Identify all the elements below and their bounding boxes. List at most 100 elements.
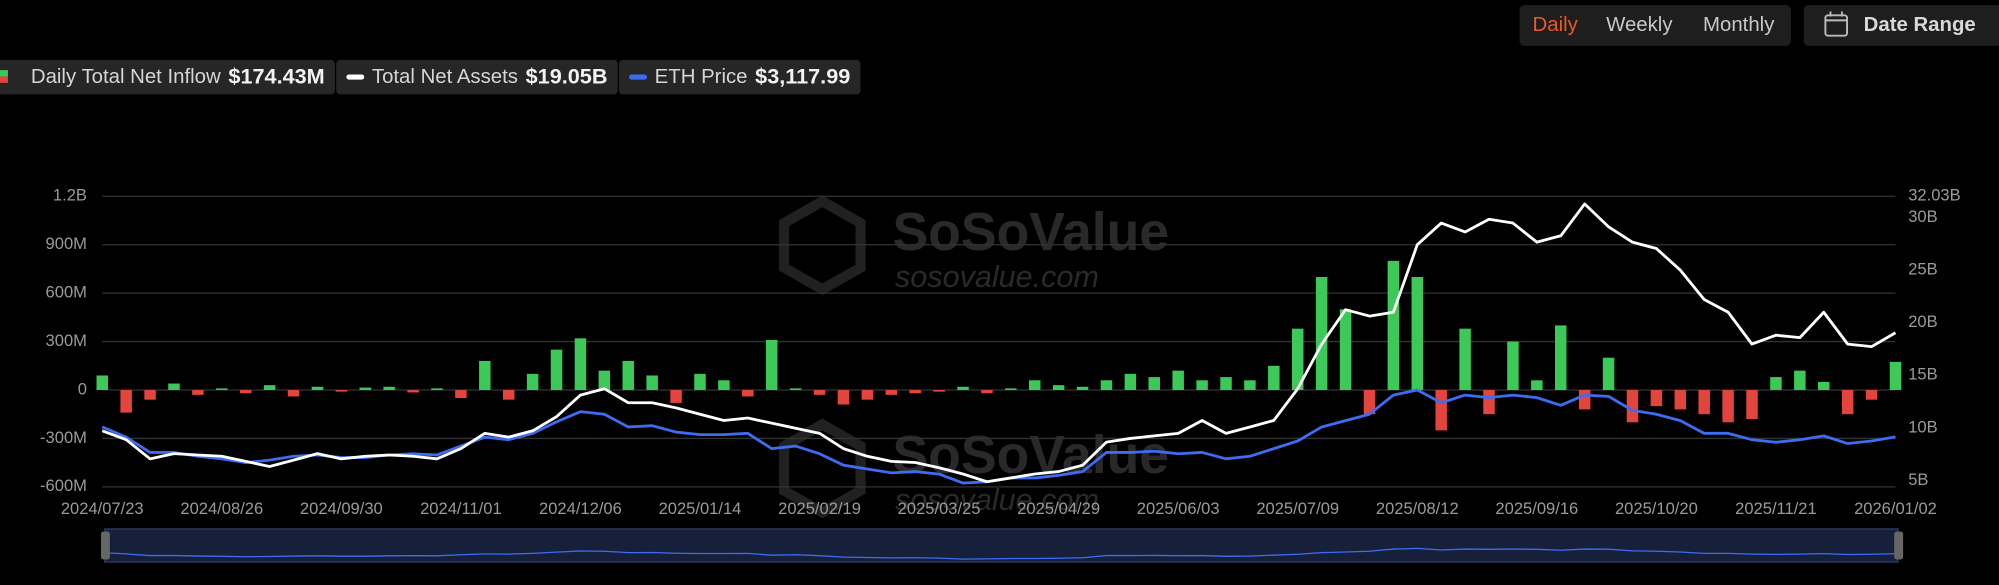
inflow-bar [1052, 385, 1065, 390]
inflow-bar [287, 390, 300, 397]
legend-value: $174.43M [228, 63, 324, 88]
inflow-bar [1459, 328, 1471, 390]
series-line [101, 202, 1897, 484]
x-tick-label: 2025/02/19 [778, 499, 861, 518]
x-tick-label: 2025/08/12 [1376, 499, 1459, 518]
interval-button[interactable]: Monthly [1703, 14, 1775, 36]
interval-box [1519, 5, 1791, 46]
legend-value: $19.05B [526, 63, 608, 88]
calendar-icon [1824, 11, 1849, 37]
inflow-bar [1818, 381, 1830, 390]
inflow-bar [1315, 276, 1328, 390]
inflow-bar [550, 349, 563, 390]
navigator [104, 528, 1899, 563]
inflow-bar [861, 390, 874, 400]
y2-tick-label: 30B [1908, 207, 1937, 226]
y2-tick-label: 25B [1908, 260, 1937, 279]
watermark-subtext: sosovalue.com [895, 483, 1099, 517]
inflow-bar [455, 390, 467, 399]
x-tick-label: 2024/07/23 [61, 499, 144, 518]
x-tick-label: 2024/09/30 [300, 499, 383, 518]
inflow-bar [1292, 328, 1304, 390]
inflow-bar [1578, 390, 1591, 410]
inflow-bar [216, 388, 228, 390]
x-tick-label: 2025/03/25 [898, 499, 981, 518]
inflow-bar [1220, 377, 1232, 390]
inflow-bar [598, 370, 611, 390]
inflow-bar [431, 388, 443, 390]
inflow-bar [1555, 325, 1567, 390]
y-tick-label: 1.2B [53, 186, 87, 205]
y-tick-label: 600M [46, 283, 87, 302]
interval-button[interactable]: Weekly [1606, 14, 1673, 36]
inflow-bar [359, 387, 371, 390]
inflow-bar [1674, 390, 1687, 410]
inflow-bar [1507, 341, 1519, 390]
inflow-bar [1124, 373, 1137, 390]
legend-item[interactable]: Total Net Assets $19.05B [336, 59, 618, 95]
inflow-bar [1841, 390, 1854, 415]
legend-item[interactable]: ETH Price $3,117.99 [618, 59, 861, 95]
inflow-bar [1650, 390, 1663, 407]
inflow-bar [1531, 380, 1543, 390]
legend-box [0, 59, 335, 95]
inflow-bar [1363, 390, 1376, 415]
inflow-bar [837, 390, 850, 405]
lines [101, 202, 1897, 485]
inflow-bar [1244, 380, 1256, 390]
interval-button[interactable]: Daily [1533, 14, 1579, 36]
inflow-bar [1602, 357, 1615, 390]
inflow-bar [192, 390, 204, 395]
legend-label: Daily Total Net Inflow [31, 66, 221, 88]
inflow-bar [981, 390, 993, 394]
legend-label: Total Net Assets [372, 66, 518, 88]
inflow-bar [1005, 388, 1017, 390]
inflow-bar [1076, 386, 1089, 390]
inflow-bar [1865, 390, 1878, 400]
inflow-bar [718, 380, 730, 390]
inflow-bar [670, 390, 682, 403]
inflow-bar [1698, 390, 1710, 415]
y-tick-label: -600M [40, 476, 87, 495]
inflow-bar [479, 360, 491, 390]
x-tick-label: 2025/09/16 [1495, 499, 1578, 518]
date-range-button[interactable]: Date Range [1864, 14, 1976, 36]
x-tick-label: 2024/08/26 [180, 499, 263, 518]
y2-tick-label: 10B [1908, 417, 1937, 436]
inflow-bar [1889, 361, 1902, 390]
navigator-handle[interactable] [1894, 531, 1904, 560]
navigator-handle[interactable] [100, 531, 110, 560]
legend-item[interactable]: Daily Total Net Inflow $174.43M [0, 59, 335, 95]
legend-label: ETH Price [655, 66, 748, 88]
inflow-bar [526, 373, 539, 390]
inflow-bar [1196, 380, 1208, 390]
inflow-bar [957, 386, 969, 390]
inflow-bar [909, 390, 921, 394]
date-range-box[interactable] [1803, 5, 1999, 46]
legend-box [336, 59, 618, 95]
x-tick-label: 2025/04/29 [1017, 499, 1100, 518]
watermark-subtext: sosovalue.com [895, 260, 1099, 294]
y-tick-label: 0 [78, 379, 87, 398]
x-tick-label: 2026/01/02 [1854, 499, 1937, 518]
legend: Daily Total Net Inflow $174.43M Total Net … [0, 59, 861, 95]
x-tick-label: 2025/07/09 [1256, 499, 1339, 518]
inflow-bar [1148, 377, 1161, 390]
y2-tick-label: 20B [1908, 312, 1937, 331]
inflow-bar [144, 390, 156, 400]
inflow-bar [933, 390, 945, 392]
inflow-bar [1172, 370, 1184, 390]
inflow-bar [1411, 276, 1424, 390]
inflow-bar [407, 390, 419, 393]
inflow-bar [622, 360, 634, 390]
inflow-bar [1100, 380, 1113, 390]
y-tick-label: 300M [46, 331, 87, 350]
inflow-bar [96, 375, 108, 390]
watermark-text: SoSoValue [892, 203, 1169, 262]
inflow-bar [885, 390, 898, 395]
inflow-bar [335, 390, 348, 392]
inflow-bar [383, 386, 395, 390]
inflow-bar [1339, 309, 1352, 390]
inflow-bar [694, 373, 706, 390]
